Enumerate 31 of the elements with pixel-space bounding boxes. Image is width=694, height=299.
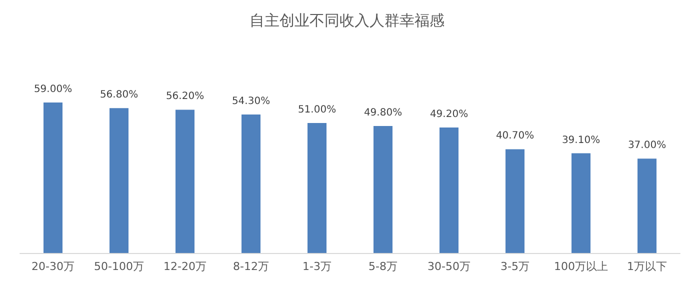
x-tick-label: 3-5万 [500,260,530,273]
x-tick-label: 1万以下 [627,260,667,273]
x-tick-label: 100万以上 [554,260,608,273]
bar [110,108,128,253]
data-label: 37.00% [628,140,666,152]
x-tick-label: 30-50万 [428,260,470,273]
data-label: 39.10% [562,134,600,146]
data-label: 40.70% [496,130,534,142]
bar [374,126,392,253]
x-tick-label: 8-12万 [233,260,269,273]
bar [440,128,458,253]
x-tick-label: 1-3万 [302,260,332,273]
data-label: 59.00% [34,84,72,96]
bar [308,122,326,253]
bar [176,110,194,253]
x-tick-label: 12-20万 [164,260,206,273]
data-label: 51.00% [298,104,336,116]
data-label: 56.20% [166,91,204,102]
bar [44,102,62,253]
data-label: 49.20% [430,109,468,120]
data-label: 56.80% [100,90,138,101]
data-label: 49.80% [364,108,402,119]
chart-title: 自主创业不同收入人群幸福感 [250,12,444,30]
bar [506,149,524,253]
x-tick-label: 20-30万 [32,260,74,273]
x-tick-label: 5-8万 [368,260,398,273]
bar [242,114,260,253]
bar [572,153,590,253]
data-label: 54.30% [232,96,270,108]
x-tick-label: 50-100万 [94,260,144,273]
bar [638,158,656,253]
